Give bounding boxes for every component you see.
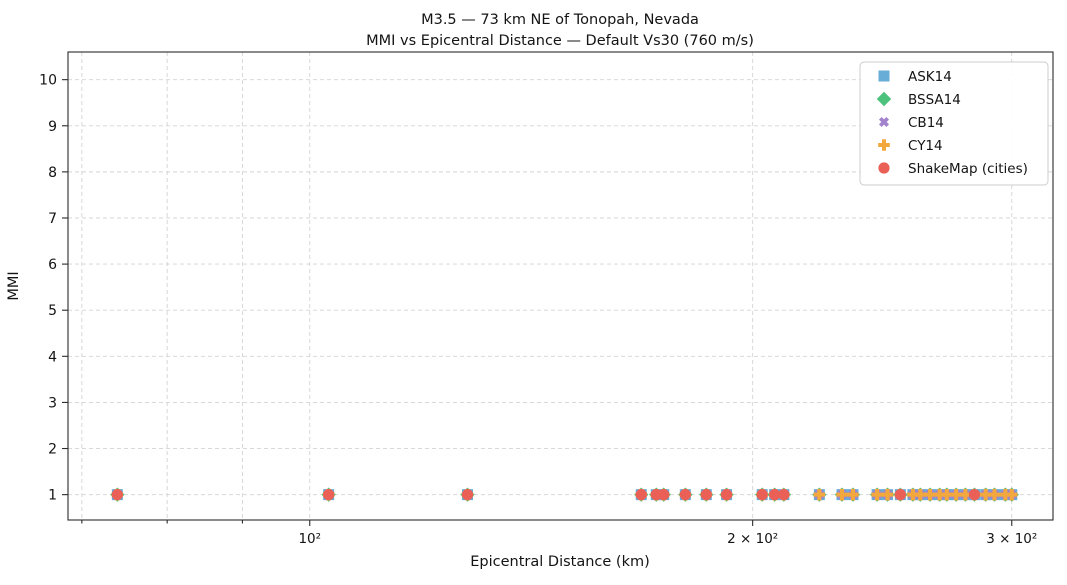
data-point bbox=[871, 488, 883, 501]
data-point bbox=[836, 488, 848, 501]
legend-label: ASK14 bbox=[908, 69, 952, 85]
data-point bbox=[988, 488, 1001, 501]
chart-title: M3.5 — 73 km NE of Tonopah, Nevada bbox=[421, 12, 699, 28]
legend-entry: CY14 bbox=[878, 138, 943, 154]
x-tick-label: 10² bbox=[298, 531, 321, 547]
legend-label: CY14 bbox=[908, 138, 943, 154]
data-point bbox=[635, 489, 647, 501]
data-point bbox=[933, 488, 946, 501]
y-tick-label: 7 bbox=[48, 211, 57, 227]
legend-marker-square bbox=[878, 70, 890, 82]
data-point bbox=[461, 489, 474, 501]
data-point bbox=[940, 488, 953, 501]
ticks bbox=[62, 79, 1013, 526]
x-axis-label: Epicentral Distance (km) bbox=[470, 554, 650, 570]
y-tick-label: 2 bbox=[48, 442, 57, 458]
legend-entry: CB14 bbox=[878, 115, 944, 131]
y-axis-label: MMI bbox=[6, 271, 22, 300]
data-point bbox=[914, 488, 927, 501]
data-point bbox=[968, 489, 981, 501]
legend: ASK14 BSSA14 CB14 CY14 ShakeMap (cities) bbox=[859, 61, 1049, 186]
y-tick-label: 6 bbox=[48, 257, 57, 273]
data-point bbox=[881, 488, 894, 501]
y-tick-label: 1 bbox=[48, 488, 57, 504]
legend-marker-x bbox=[878, 116, 890, 128]
data-point bbox=[756, 489, 768, 501]
data-point bbox=[999, 488, 1012, 501]
data-point bbox=[111, 489, 123, 501]
legend-entry: BSSA14 bbox=[876, 91, 961, 108]
data-point bbox=[959, 488, 972, 501]
data-point bbox=[658, 489, 670, 501]
y-tick-label: 5 bbox=[48, 303, 57, 319]
data-point bbox=[894, 489, 906, 501]
data-point bbox=[907, 488, 919, 501]
data-point bbox=[778, 489, 790, 501]
legend-box bbox=[859, 61, 1049, 186]
y-tick-label: 8 bbox=[48, 165, 57, 181]
data-point bbox=[1005, 488, 1018, 501]
data-point bbox=[700, 489, 712, 501]
legend-marker-diamond bbox=[876, 91, 892, 107]
plot-area: 1 2 3 4 5 6 7 8 9 10 10² 2 × 10² 3 × 10² ASK14 BSSA14 C… bbox=[39, 51, 1054, 547]
legend-label: ShakeMap (cities) bbox=[908, 161, 1028, 177]
data-point bbox=[679, 489, 691, 501]
data-point bbox=[979, 488, 992, 501]
series-shakemap-cities- bbox=[111, 489, 981, 501]
data-point bbox=[813, 488, 826, 501]
y-tick-label: 9 bbox=[48, 119, 57, 135]
y-tick-label: 4 bbox=[48, 349, 57, 365]
legend-entry: ASK14 bbox=[878, 69, 952, 85]
data-point bbox=[769, 489, 781, 501]
legend-label: BSSA14 bbox=[908, 92, 961, 108]
x-tick-label: 3 × 10² bbox=[986, 531, 1037, 547]
chart-subtitle: MMI vs Epicentral Distance — Default Vs3… bbox=[366, 33, 754, 49]
legend-entry: ShakeMap (cities) bbox=[878, 161, 1028, 177]
axes-spines bbox=[67, 51, 1054, 521]
y-tick-label: 10 bbox=[39, 73, 57, 89]
data-point bbox=[950, 488, 962, 501]
data-point bbox=[924, 488, 936, 501]
data-point bbox=[847, 488, 859, 501]
data-point bbox=[720, 489, 733, 501]
legend-label: CB14 bbox=[908, 115, 944, 131]
legend-marker-circle bbox=[878, 162, 890, 174]
y-tick-label: 3 bbox=[48, 395, 57, 411]
x-tick-label: 2 × 10² bbox=[727, 531, 778, 547]
legend-marker-plus bbox=[878, 139, 890, 151]
data-point bbox=[323, 489, 335, 501]
